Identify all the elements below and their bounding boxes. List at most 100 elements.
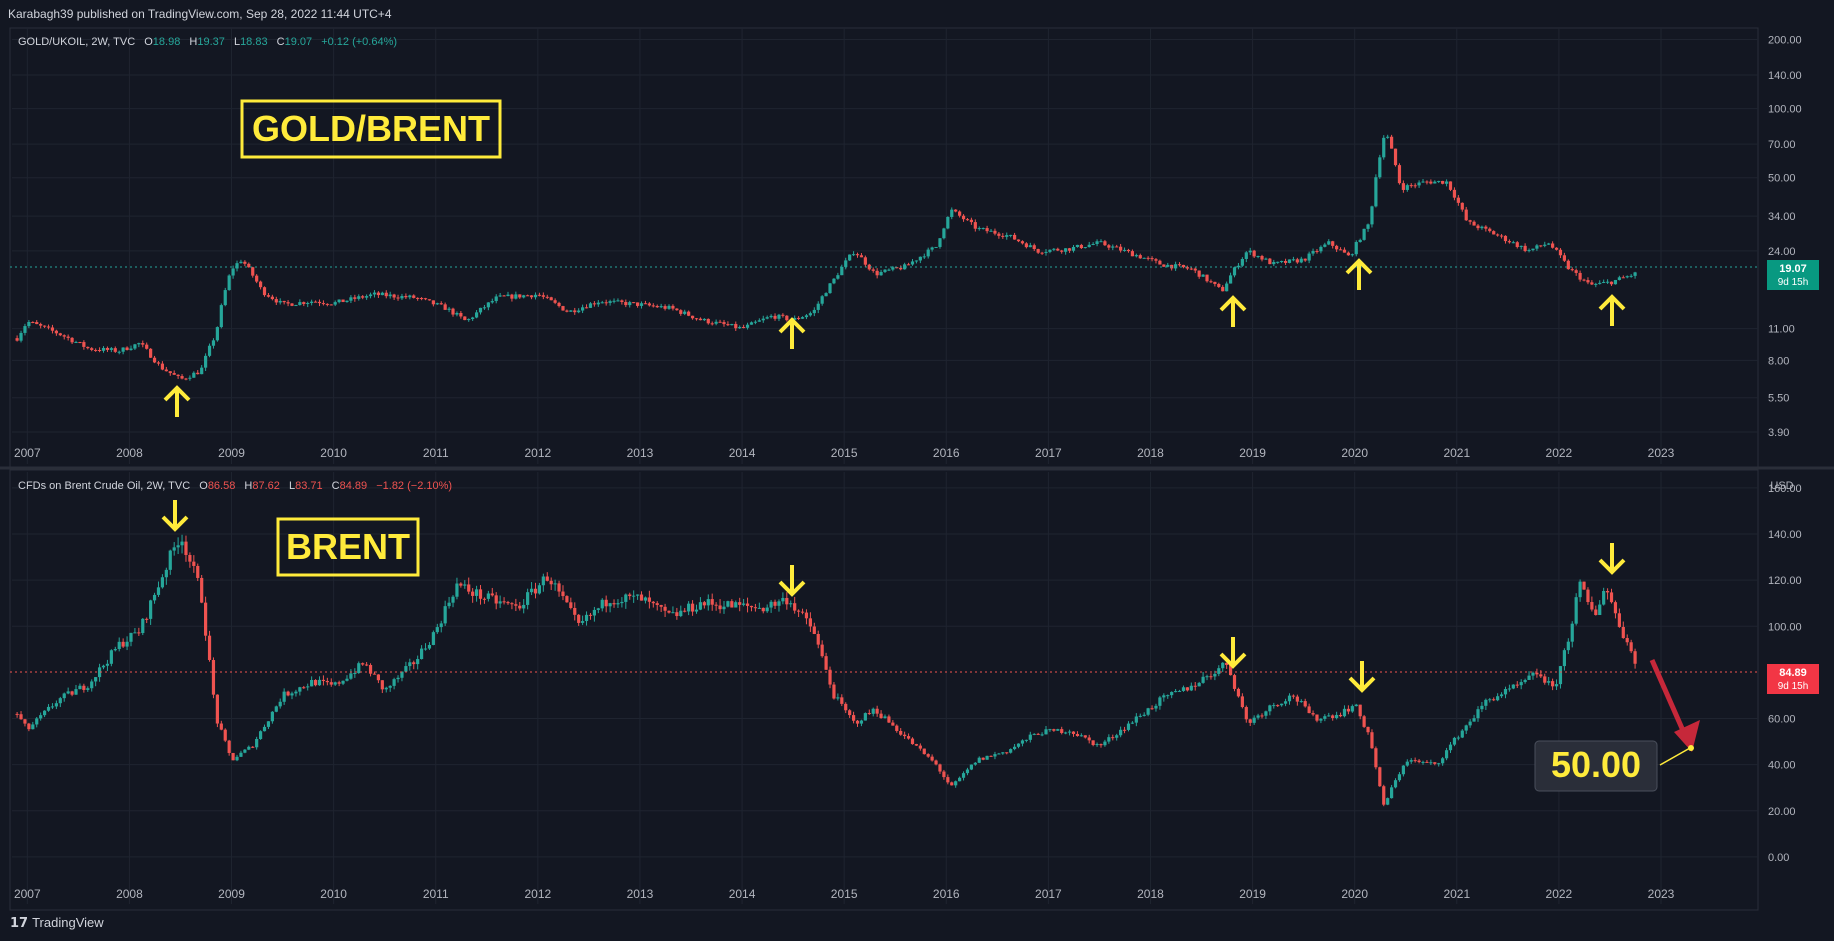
top-candle-body: [431, 300, 435, 305]
bottom-candle-body: [706, 599, 710, 606]
top-candle-body: [753, 321, 758, 323]
bottom-candle-body: [844, 703, 848, 711]
brent-title: BRENT: [286, 526, 410, 567]
bottom-candle-body: [1405, 761, 1409, 766]
top-candle-body: [1358, 239, 1362, 243]
top-candle-body: [738, 327, 742, 329]
bottom-candle-body: [1315, 714, 1319, 721]
top-candle-body: [1362, 228, 1366, 240]
top-candle-body: [423, 298, 428, 300]
target-label: 50.00: [1551, 744, 1641, 785]
top-x-axis[interactable]: 2007 2008 2009 2010 2011 2012 2013 2014 2015 2016…: [14, 446, 1675, 460]
bottom-candle-body: [321, 679, 326, 681]
top-candle-body: [35, 322, 39, 325]
top-candle-body: [39, 324, 43, 326]
top-candle-body: [1209, 281, 1213, 283]
top-candle-body: [1433, 181, 1437, 184]
top-candle-body: [867, 264, 871, 270]
bottom-candle-body: [35, 718, 39, 725]
top-candle-body: [793, 317, 797, 320]
top-candle-body: [950, 209, 954, 217]
footer[interactable]: 17 TradingView: [0, 912, 1834, 941]
top-grid: [12, 28, 1758, 464]
bottom-candle-body: [820, 644, 824, 657]
bottom-candle-body: [1217, 668, 1221, 674]
top-candle-body: [1130, 251, 1135, 257]
bottom-candle-body: [1225, 662, 1229, 665]
bottom-legend-o-label: O: [199, 480, 208, 492]
bottom-x-axis[interactable]: 2007 2008 2009 2010 2011 2012 2013 2014 2015 2016…: [14, 887, 1675, 901]
bottom-candle-body: [565, 596, 569, 603]
bottom-candle-body: [1378, 767, 1382, 787]
bottom-candle-body: [1554, 684, 1559, 687]
bottom-candle-body: [1095, 744, 1099, 746]
top-candle-body: [1499, 235, 1504, 237]
top-candle-body: [1256, 255, 1260, 257]
top-candle-body: [1452, 189, 1457, 198]
top-candle-body: [1460, 202, 1464, 210]
bottom-candle-body: [765, 607, 769, 612]
bottom-candle-body: [1146, 708, 1150, 715]
bottom-candle-body: [349, 673, 353, 679]
top-candle-body: [54, 330, 58, 334]
top-panel[interactable]: 200.00 140.00 100.00 70.00 50.00 34.00 24.00 11…: [9, 27, 1819, 468]
bottom-candle-body: [1594, 609, 1598, 615]
top-candle-body: [1409, 185, 1413, 187]
bottom-candle-body: [435, 627, 439, 633]
top-candle-body: [1252, 250, 1256, 257]
bottom-candle-body: [1499, 694, 1504, 697]
bottom-panel[interactable]: 160.00 140.00 120.00 100.00 60.00 40.00 20.00 0…: [9, 469, 1819, 911]
top-candle-body: [910, 261, 915, 265]
arrow-down-icon: [778, 565, 806, 597]
bottom-price-badge: 84.89 9d 15h: [1767, 664, 1819, 694]
bottom-candle-body: [906, 736, 911, 739]
top-y-axis[interactable]: 200.00 140.00 100.00 70.00 50.00 34.00 24.00 11…: [1768, 35, 1802, 440]
bottom-candle-body: [958, 777, 962, 782]
top-candle-body: [600, 302, 604, 304]
bottom-candle-body: [1142, 714, 1146, 716]
bottom-candle-body: [993, 754, 997, 757]
bottom-candle-body: [1605, 590, 1610, 593]
bottom-candle-body: [317, 679, 322, 686]
bottom-candle-body: [899, 730, 903, 735]
top-candle-body: [918, 256, 922, 261]
bottom-candle-body: [1213, 673, 1217, 677]
bottom-candle-body: [1009, 749, 1013, 753]
top-candle-body: [502, 295, 506, 297]
top-y-tick-label: 3.90: [1768, 427, 1789, 439]
bottom-candle-body: [384, 687, 388, 690]
bottom-candle-body: [204, 602, 208, 636]
bottom-candle-body: [557, 583, 561, 592]
top-x-tick-label: 2007: [14, 446, 41, 460]
bottom-y-axis[interactable]: 160.00 140.00 120.00 100.00 60.00 40.00 20.00 0…: [1768, 483, 1802, 864]
tradingview-logo-icon[interactable]: 17: [10, 916, 29, 931]
bottom-candle-body: [1598, 604, 1602, 615]
bottom-candle-body: [1181, 687, 1186, 691]
bottom-candle-body: [1346, 708, 1351, 712]
top-candle-body: [761, 318, 765, 321]
bottom-candle-body: [812, 626, 816, 635]
bottom-candle-body: [647, 597, 651, 602]
bottom-candle-body: [1091, 740, 1095, 745]
top-candle-body: [773, 315, 777, 319]
bottom-candle-body: [1566, 641, 1570, 651]
top-candle-body: [840, 266, 844, 276]
bottom-candle-body: [368, 665, 373, 674]
bottom-candle-body: [545, 576, 549, 581]
top-candle-body: [1260, 255, 1264, 260]
top-annotation-arrows: [163, 258, 1626, 417]
bottom-candle-body: [867, 713, 871, 715]
top-candle-body: [1189, 268, 1193, 270]
top-candle-body: [545, 296, 549, 298]
top-y-tick-label: 50.00: [1768, 173, 1796, 185]
bottom-candle-body: [1193, 685, 1197, 687]
bottom-candle-body: [753, 607, 758, 609]
bottom-candle-body: [1539, 674, 1543, 677]
tradingview-brand[interactable]: TradingView: [32, 915, 104, 930]
bottom-candle-body: [954, 781, 958, 786]
top-candle-body: [380, 292, 384, 296]
bottom-candle-body: [82, 685, 86, 690]
top-candle-body: [270, 296, 274, 300]
top-candle-body: [1303, 258, 1307, 261]
